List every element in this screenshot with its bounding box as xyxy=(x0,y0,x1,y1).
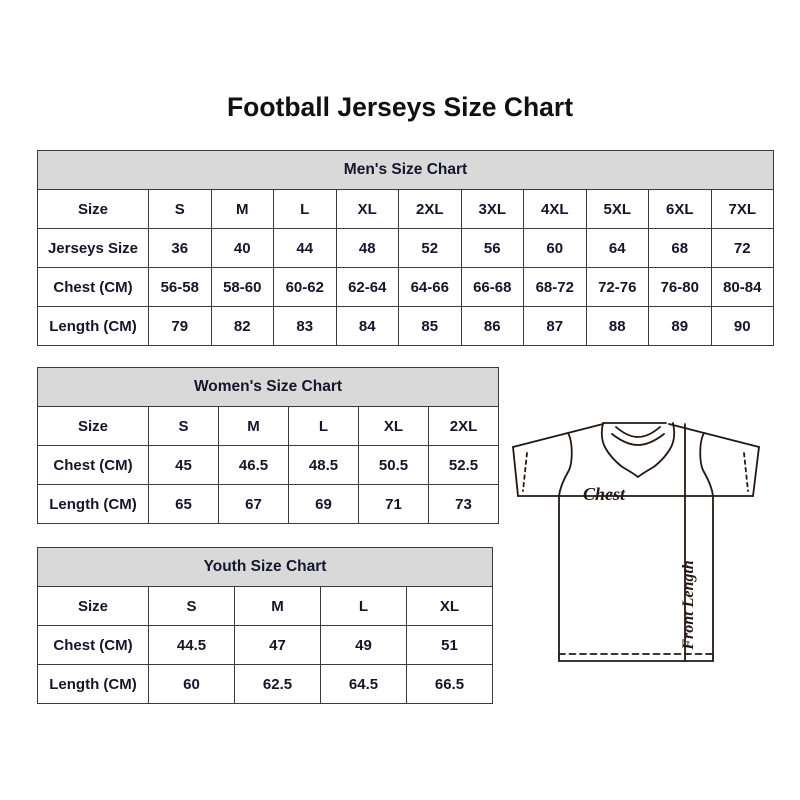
svg-text:Chest: Chest xyxy=(583,484,626,504)
svg-text:Front Length: Front Length xyxy=(680,560,697,650)
